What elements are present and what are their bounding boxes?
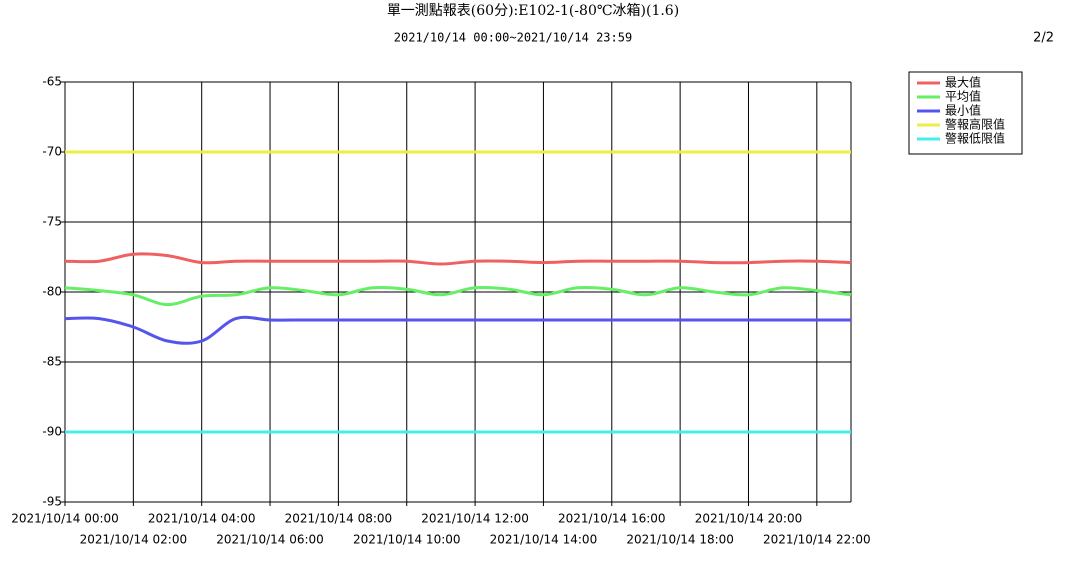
x-tick-label: 2021/10/14 20:00	[695, 512, 803, 526]
x-tick-label: 2021/10/14 14:00	[490, 533, 598, 547]
y-tick-label: -75	[42, 215, 62, 229]
x-tick-label: 2021/10/14 10:00	[353, 533, 461, 547]
legend-label: 平均值	[945, 89, 981, 104]
y-tick-label: -90	[42, 425, 62, 439]
x-tick-label: 2021/10/14 18:00	[626, 533, 734, 547]
series-line	[64, 315, 851, 345]
legend-label: 最大值	[945, 75, 981, 90]
y-tick-label: -80	[42, 285, 62, 299]
legend-label: 警報高限值	[945, 117, 1005, 132]
x-tick-label: 2021/10/14 06:00	[216, 533, 324, 547]
y-tick-label: -65	[42, 75, 62, 89]
chart-subtitle: 2021/10/14 00:00~2021/10/14 23:59	[394, 31, 632, 45]
x-tick-label: 2021/10/14 04:00	[148, 512, 256, 526]
x-tick-label: 2021/10/14 12:00	[421, 512, 529, 526]
chart-title: 單一測點報表(60分):E102-1(-80℃冰箱)(1.6)	[387, 3, 679, 19]
x-tick-label: 2021/10/14 22:00	[763, 533, 871, 547]
x-tick-label: 2021/10/14 02:00	[80, 533, 188, 547]
y-tick-label: -85	[42, 355, 62, 369]
y-tick-label: -95	[42, 495, 62, 509]
legend-label: 最小值	[945, 103, 981, 118]
x-tick-label: 2021/10/14 16:00	[558, 512, 666, 526]
x-tick-label: 2021/10/14 08:00	[285, 512, 393, 526]
page-number: 2/2	[1033, 31, 1054, 46]
series-line	[64, 285, 852, 307]
legend-label: 警報低限值	[945, 131, 1005, 146]
x-tick-label: 2021/10/14 00:00	[11, 512, 119, 526]
y-tick-label: -70	[42, 145, 62, 159]
series-line	[64, 252, 852, 266]
